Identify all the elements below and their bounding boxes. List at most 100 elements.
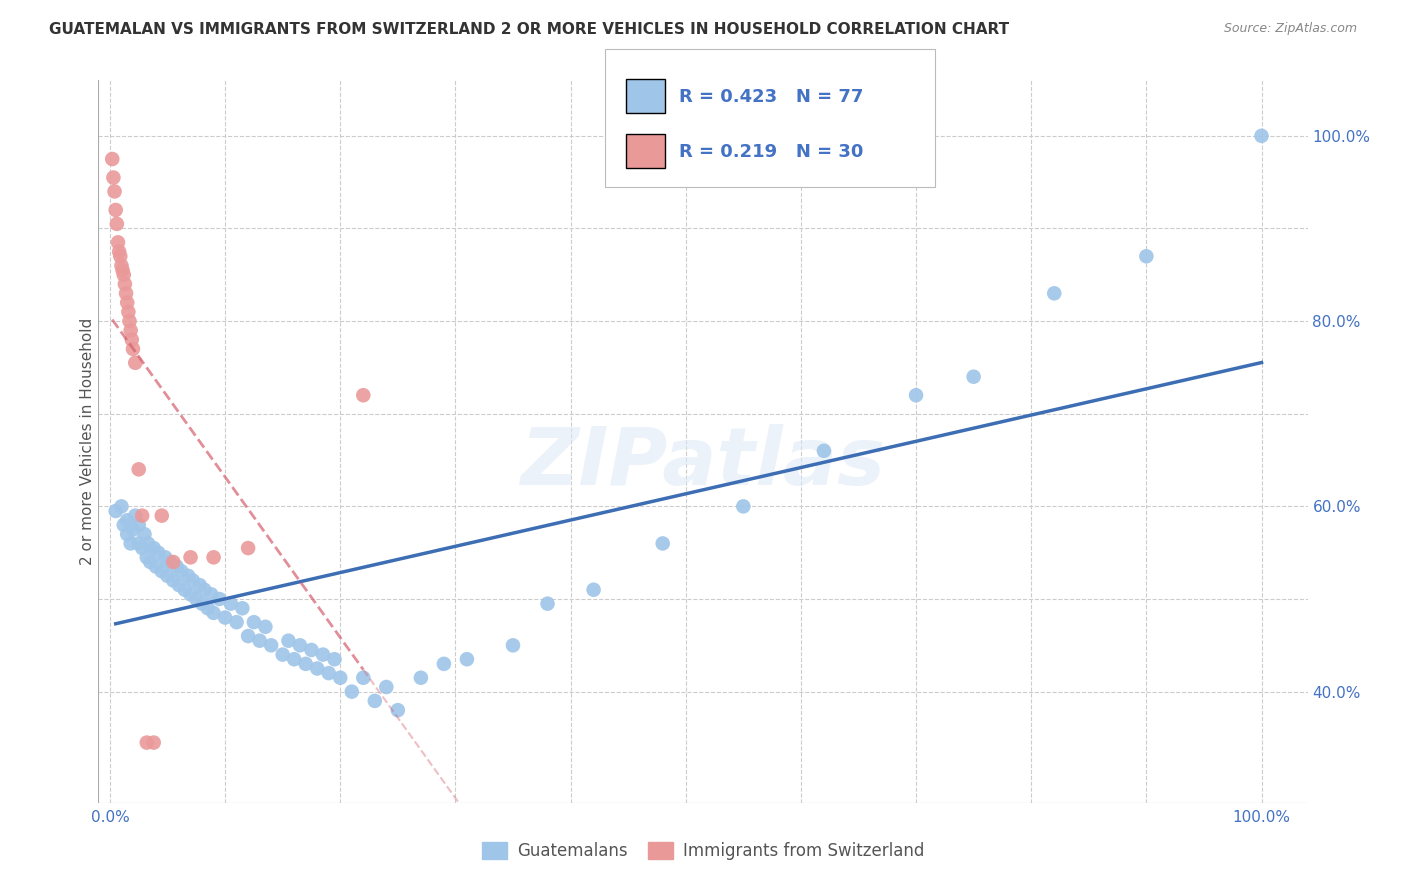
Point xyxy=(114,277,136,291)
Point xyxy=(148,546,170,560)
Point xyxy=(166,559,188,574)
Point xyxy=(1135,249,1157,263)
Point xyxy=(150,508,173,523)
Point xyxy=(271,648,294,662)
Point xyxy=(219,597,242,611)
Point xyxy=(352,388,374,402)
Point xyxy=(105,217,128,231)
Point xyxy=(236,629,259,643)
Point xyxy=(131,508,153,523)
Point xyxy=(254,620,277,634)
Point xyxy=(409,671,432,685)
Point xyxy=(651,536,673,550)
Text: Source: ZipAtlas.com: Source: ZipAtlas.com xyxy=(1223,22,1357,36)
Point xyxy=(115,513,138,527)
Point xyxy=(122,342,145,356)
Point xyxy=(128,536,150,550)
Point xyxy=(340,684,363,698)
Point xyxy=(962,369,984,384)
Point xyxy=(502,638,524,652)
Point xyxy=(307,661,329,675)
Point xyxy=(188,578,211,592)
Point xyxy=(193,582,215,597)
Point xyxy=(112,517,135,532)
Point xyxy=(135,736,157,750)
Point xyxy=(162,574,184,588)
Point xyxy=(186,592,208,607)
Point xyxy=(150,564,173,578)
Point xyxy=(283,652,305,666)
Point xyxy=(905,388,928,402)
Point xyxy=(131,541,153,555)
Point xyxy=(115,527,138,541)
Point xyxy=(111,263,134,277)
Point xyxy=(582,582,605,597)
Point xyxy=(197,601,219,615)
Point xyxy=(177,569,200,583)
Point xyxy=(103,170,125,185)
Point xyxy=(294,657,316,671)
Point xyxy=(173,582,195,597)
Point xyxy=(142,736,165,750)
Point xyxy=(115,295,138,310)
Point xyxy=(191,597,214,611)
Point xyxy=(260,638,283,652)
Point xyxy=(134,527,156,541)
Point xyxy=(118,314,141,328)
Point xyxy=(110,259,132,273)
Point xyxy=(352,671,374,685)
Point xyxy=(139,555,162,569)
Legend: Guatemalans, Immigrants from Switzerland: Guatemalans, Immigrants from Switzerland xyxy=(475,835,931,867)
Text: R = 0.219   N = 30: R = 0.219 N = 30 xyxy=(679,143,863,161)
Point xyxy=(180,587,202,601)
Point xyxy=(200,587,222,601)
Point xyxy=(117,305,139,319)
Point xyxy=(387,703,409,717)
Point xyxy=(288,638,311,652)
Point xyxy=(101,152,124,166)
Point xyxy=(120,536,142,550)
Point xyxy=(323,652,346,666)
Text: R = 0.423   N = 77: R = 0.423 N = 77 xyxy=(679,88,863,106)
Point xyxy=(145,559,167,574)
Text: ZIPatlas: ZIPatlas xyxy=(520,425,886,502)
Point xyxy=(231,601,253,615)
Point xyxy=(142,541,165,555)
Point xyxy=(364,694,387,708)
Point xyxy=(159,555,181,569)
Point xyxy=(318,666,340,681)
Point xyxy=(108,244,131,259)
Point xyxy=(135,550,157,565)
Point xyxy=(107,235,129,250)
Point xyxy=(456,652,478,666)
Point xyxy=(277,633,299,648)
Point xyxy=(813,443,835,458)
Point xyxy=(136,536,159,550)
Point xyxy=(124,356,146,370)
Point xyxy=(162,555,184,569)
Point xyxy=(225,615,247,630)
Point xyxy=(110,500,132,514)
Point xyxy=(301,643,323,657)
Point xyxy=(733,500,755,514)
Point xyxy=(180,550,202,565)
Point xyxy=(104,202,127,217)
Point xyxy=(167,578,190,592)
Point xyxy=(115,286,138,301)
Point xyxy=(208,592,231,607)
Point xyxy=(103,185,125,199)
Point xyxy=(170,564,193,578)
Point xyxy=(236,541,259,555)
Point xyxy=(214,610,236,624)
Point xyxy=(120,323,142,337)
Point xyxy=(104,504,127,518)
Point xyxy=(181,574,204,588)
Point xyxy=(1043,286,1066,301)
Point xyxy=(156,569,179,583)
Point xyxy=(249,633,271,648)
Point xyxy=(121,333,143,347)
Point xyxy=(155,550,177,565)
Point xyxy=(1250,128,1272,143)
Text: GUATEMALAN VS IMMIGRANTS FROM SWITZERLAND 2 OR MORE VEHICLES IN HOUSEHOLD CORREL: GUATEMALAN VS IMMIGRANTS FROM SWITZERLAN… xyxy=(49,22,1010,37)
Point xyxy=(433,657,456,671)
